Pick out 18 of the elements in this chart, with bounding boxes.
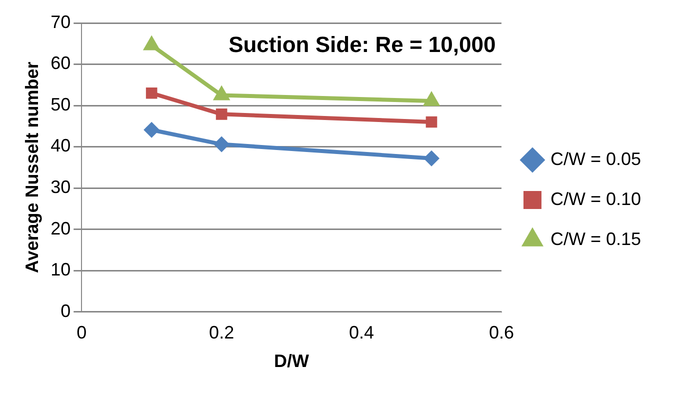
legend-label: C/W = 0.05 [550, 148, 642, 169]
y-tick-label: 10 [50, 260, 71, 280]
y-axis-title: Average Nusselt number [22, 62, 42, 274]
y-tick-label: 50 [50, 94, 71, 114]
y-tick-label: 20 [50, 218, 71, 238]
legend-label: C/W = 0.10 [550, 188, 642, 209]
x-tick-label: 0 [76, 322, 87, 343]
x-tick-label: 0.4 [349, 322, 374, 343]
y-tick-label: 60 [50, 53, 71, 74]
y-tick-label: 30 [50, 176, 71, 197]
legend-label: C/W = 0.15 [550, 228, 642, 249]
x-tick-label: 0.2 [209, 322, 234, 343]
chart-title: Suction Side: Re = 10,000 [228, 32, 496, 58]
y-tick-label: 0 [60, 300, 71, 321]
y-tick-label: 40 [50, 136, 71, 156]
x-tick-label: 0.6 [488, 322, 514, 343]
y-tick-label: 70 [50, 12, 71, 32]
x-axis-title: D/W [274, 351, 310, 372]
